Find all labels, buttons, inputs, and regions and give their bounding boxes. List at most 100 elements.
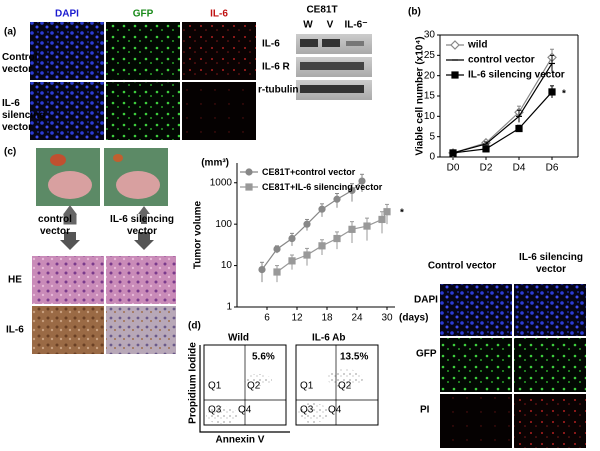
plot-label: Wild	[228, 333, 249, 344]
lane-label: IL-6⁻	[344, 20, 367, 31]
x-tick-label: D2	[480, 163, 493, 174]
column-label: GFP	[133, 9, 154, 20]
flow-cloud	[298, 403, 328, 423]
quadrant-label: Q4	[328, 405, 342, 416]
x-tick-label: D6	[546, 163, 559, 174]
panel-label: (a)	[4, 27, 16, 38]
x-tick-label: 12	[291, 313, 303, 324]
axis-label: Annexin V	[216, 435, 265, 446]
y-tick-label: 10	[424, 111, 436, 122]
point	[451, 71, 459, 79]
arrow	[60, 232, 80, 250]
quadrant-label: Q1	[208, 381, 222, 392]
quadrant-label: Q3	[300, 405, 314, 416]
point	[363, 222, 371, 230]
point	[548, 88, 556, 96]
il6-image	[182, 22, 256, 80]
series-line	[261, 180, 363, 270]
tumor-photo-detail	[116, 171, 160, 199]
point	[273, 268, 281, 276]
point	[348, 186, 356, 195]
panel-label: (b)	[408, 7, 421, 18]
legend-label: CE81T+control vector	[262, 167, 356, 177]
x-tick-label: 6	[264, 313, 270, 324]
annotation: *	[562, 89, 566, 100]
point	[318, 242, 326, 250]
point	[482, 145, 490, 153]
axis-unit: (days)	[399, 313, 428, 324]
point	[303, 220, 311, 228]
x-tick-label: D4	[513, 163, 526, 174]
x-tick-label: 24	[351, 313, 363, 324]
flow-plot	[203, 344, 379, 426]
band-label: IL-6	[262, 39, 280, 50]
point	[273, 245, 281, 253]
point	[245, 183, 253, 191]
column-label: Control vector	[428, 261, 496, 272]
arrow	[63, 205, 77, 225]
pi-image	[440, 394, 512, 448]
legend-label: control vector	[468, 55, 535, 66]
quadrant-label: Q4	[238, 405, 252, 416]
blot-band	[300, 85, 364, 93]
point	[333, 234, 341, 243]
column-label: IL-6	[210, 9, 228, 20]
il6-image	[182, 82, 256, 140]
blot-title: CE81T	[306, 5, 337, 16]
blot-band	[346, 41, 364, 46]
band-label: IL-6 R	[262, 62, 291, 73]
gfp-image	[440, 338, 512, 392]
quadrant-label: Q2	[338, 381, 352, 392]
axis-unit: (mm³)	[201, 158, 229, 169]
dapi-image	[30, 22, 104, 80]
blot-band	[300, 62, 364, 70]
legend-label: wild	[467, 40, 487, 51]
series-line	[452, 63, 553, 154]
quadrant-label: Q1	[300, 381, 314, 392]
dapi-image	[514, 284, 586, 336]
y-tick-label: 100	[215, 219, 232, 230]
point	[449, 149, 457, 157]
photo-label: IL-6 silencing vector	[110, 214, 174, 237]
gfp-image	[514, 338, 586, 392]
tumor-photo-detail	[113, 154, 123, 162]
point	[383, 208, 391, 216]
gfp-image	[106, 22, 180, 80]
y-tick-label: 1	[226, 302, 232, 313]
dapi-image	[440, 284, 512, 336]
y-tick-label: 1000	[210, 177, 233, 188]
gfp-image	[106, 82, 180, 140]
annotation: *	[400, 208, 404, 219]
legend-label: IL-6 silencing vector	[468, 70, 565, 81]
series-line	[452, 91, 553, 154]
flow-cloud	[206, 406, 238, 424]
y-tick-label: 5	[429, 131, 435, 142]
pi-image	[514, 394, 586, 448]
axis-arrow	[199, 345, 290, 433]
percent-label: 5.6%	[252, 352, 275, 363]
axis-label: Tumor volume	[193, 200, 204, 269]
point	[348, 225, 356, 233]
point	[333, 195, 341, 203]
y-tick-label: 0	[429, 152, 435, 163]
arrow	[138, 206, 150, 224]
he-image	[106, 256, 176, 304]
dapi-image	[30, 82, 104, 140]
point	[245, 168, 253, 176]
stain-label: IL-6	[6, 325, 24, 336]
lane-label: W	[303, 20, 313, 31]
panel-label: (d)	[188, 321, 201, 332]
axis-label: Propidium Iodide	[188, 342, 199, 424]
y-tick-label: 25	[424, 50, 436, 61]
y-tick-label: 10	[221, 260, 233, 271]
x-tick-label: D0	[447, 163, 460, 174]
panel-label: (c)	[4, 147, 16, 158]
legend-label: CE81T+IL-6 silencing vector	[262, 182, 383, 192]
percent-label: 13.5%	[340, 352, 368, 363]
row-label: DAPI	[414, 295, 438, 306]
ihc-image	[106, 306, 176, 354]
quadrant-label: Q2	[247, 381, 261, 392]
point	[288, 257, 296, 265]
axis-label: Viable cell number (x10⁴)	[415, 36, 426, 155]
